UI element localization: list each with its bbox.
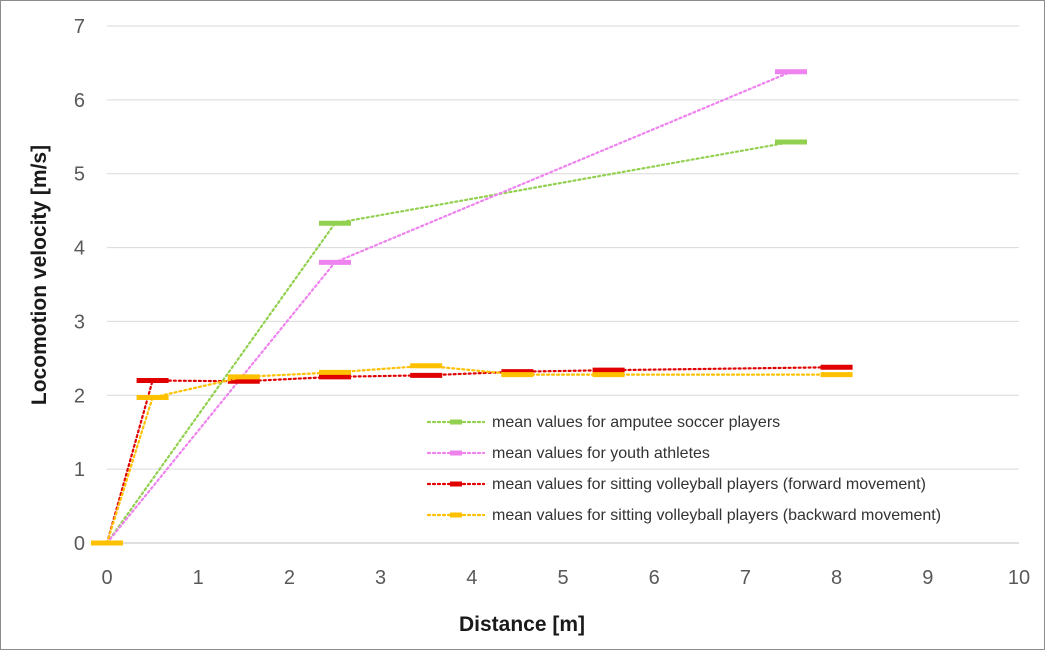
y-tick-label-3: 3	[74, 311, 85, 333]
x-tick-label-3: 3	[375, 567, 386, 589]
x-axis-ticks: 0 1 2 3 4 5 6 7 8 9 10	[101, 567, 1030, 589]
x-tick-label-8: 8	[831, 567, 842, 589]
legend-label: mean values for youth athletes	[492, 445, 710, 462]
gridlines	[107, 25, 1019, 544]
y-axis-ticks: 0 1 2 3 4 5 6 7	[74, 16, 85, 555]
legend-item-2: mean values for youth athletes	[426, 445, 710, 462]
y-tick-label-6: 6	[74, 90, 85, 112]
x-tick-label-5: 5	[557, 567, 568, 589]
y-tick-label-7: 7	[74, 16, 85, 38]
series-3	[91, 364, 853, 546]
x-tick-label-2: 2	[284, 567, 295, 589]
y-tick-label-0: 0	[74, 533, 85, 555]
legend-item-1: mean values for amputee soccer players	[426, 414, 780, 431]
x-tick-label-0: 0	[101, 567, 112, 589]
x-tick-label-7: 7	[740, 567, 751, 589]
legend-label: mean values for amputee soccer players	[492, 414, 780, 431]
plot-area	[91, 69, 853, 546]
legend-item-3: mean values for sitting volleyball playe…	[426, 476, 926, 493]
y-tick-label-2: 2	[74, 385, 85, 407]
series-line-2	[105, 70, 793, 545]
y-tick-label-4: 4	[74, 238, 85, 260]
y-tick-label-5: 5	[74, 164, 85, 186]
y-axis-title: Locomotion velocity [m/s]	[28, 145, 51, 405]
x-tick-label-9: 9	[922, 567, 933, 589]
legend-label: mean values for sitting volleyball playe…	[492, 507, 941, 524]
x-tick-label-10: 10	[1008, 567, 1030, 589]
x-axis-title: Distance [m]	[459, 613, 585, 636]
x-tick-label-1: 1	[193, 567, 204, 589]
x-tick-label-4: 4	[466, 567, 477, 589]
legend-label: mean values for sitting volleyball playe…	[492, 476, 926, 493]
x-tick-label-6: 6	[649, 567, 660, 589]
series-4	[91, 363, 853, 546]
y-tick-label-1: 1	[74, 459, 85, 481]
legend: mean values for amputee soccer players me…	[426, 414, 941, 524]
series-2	[91, 69, 807, 546]
legend-item-4: mean values for sitting volleyball playe…	[426, 507, 941, 524]
